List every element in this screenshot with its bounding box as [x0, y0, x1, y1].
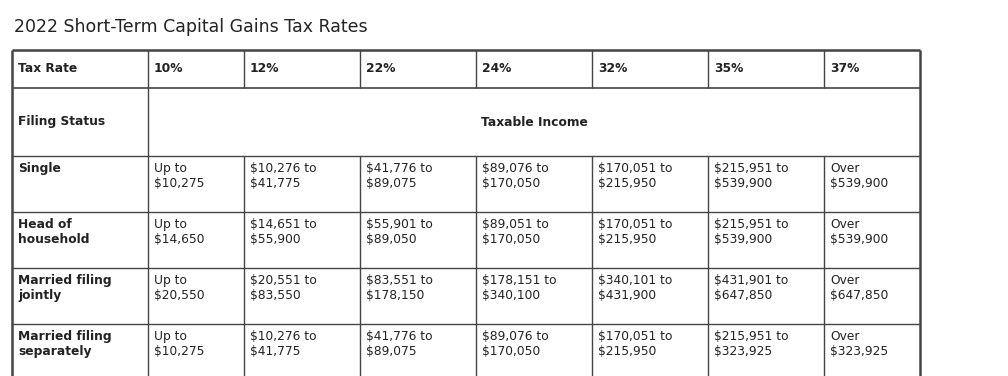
Text: Up to
$14,650: Up to $14,650: [154, 218, 205, 246]
Text: 12%: 12%: [250, 62, 279, 76]
Text: Taxable Income: Taxable Income: [481, 115, 588, 129]
Text: $89,076 to
$170,050: $89,076 to $170,050: [482, 330, 548, 358]
Text: Over
$539,900: Over $539,900: [830, 218, 888, 246]
Text: $55,901 to
$89,050: $55,901 to $89,050: [366, 218, 432, 246]
Text: Up to
$10,275: Up to $10,275: [154, 330, 205, 358]
Text: $89,051 to
$170,050: $89,051 to $170,050: [482, 218, 549, 246]
Text: 24%: 24%: [482, 62, 511, 76]
Text: $431,901 to
$647,850: $431,901 to $647,850: [714, 274, 788, 302]
Text: $215,951 to
$539,900: $215,951 to $539,900: [714, 218, 788, 246]
Text: 32%: 32%: [598, 62, 627, 76]
Text: 35%: 35%: [714, 62, 743, 76]
Text: 37%: 37%: [830, 62, 860, 76]
Text: Over
$539,900: Over $539,900: [830, 162, 888, 190]
Text: Tax Rate: Tax Rate: [18, 62, 78, 76]
Text: $170,051 to
$215,950: $170,051 to $215,950: [598, 162, 672, 190]
Text: 22%: 22%: [366, 62, 395, 76]
Text: Single: Single: [18, 162, 60, 175]
Text: $170,051 to
$215,950: $170,051 to $215,950: [598, 218, 672, 246]
Text: $41,776 to
$89,075: $41,776 to $89,075: [366, 162, 432, 190]
Text: $89,076 to
$170,050: $89,076 to $170,050: [482, 162, 548, 190]
Text: Up to
$20,550: Up to $20,550: [154, 274, 205, 302]
Text: $215,951 to
$539,900: $215,951 to $539,900: [714, 162, 788, 190]
Text: $10,276 to
$41,775: $10,276 to $41,775: [250, 162, 317, 190]
Text: $178,151 to
$340,100: $178,151 to $340,100: [482, 274, 556, 302]
Text: $14,651 to
$55,900: $14,651 to $55,900: [250, 218, 317, 246]
Text: Filing Status: Filing Status: [18, 115, 105, 129]
Text: Married filing
separately: Married filing separately: [18, 330, 112, 358]
Text: $83,551 to
$178,150: $83,551 to $178,150: [366, 274, 433, 302]
Text: $340,101 to
$431,900: $340,101 to $431,900: [598, 274, 672, 302]
Text: Over
$647,850: Over $647,850: [830, 274, 888, 302]
Text: $215,951 to
$323,925: $215,951 to $323,925: [714, 330, 788, 358]
Text: Married filing
jointly: Married filing jointly: [18, 274, 112, 302]
Text: Over
$323,925: Over $323,925: [830, 330, 888, 358]
Text: $20,551 to
$83,550: $20,551 to $83,550: [250, 274, 317, 302]
Text: 2022 Short-Term Capital Gains Tax Rates: 2022 Short-Term Capital Gains Tax Rates: [14, 18, 368, 36]
Text: $170,051 to
$215,950: $170,051 to $215,950: [598, 330, 672, 358]
Text: Up to
$10,275: Up to $10,275: [154, 162, 205, 190]
Text: $10,276 to
$41,775: $10,276 to $41,775: [250, 330, 317, 358]
Text: Head of
household: Head of household: [18, 218, 90, 246]
Text: $41,776 to
$89,075: $41,776 to $89,075: [366, 330, 432, 358]
Text: 10%: 10%: [154, 62, 183, 76]
